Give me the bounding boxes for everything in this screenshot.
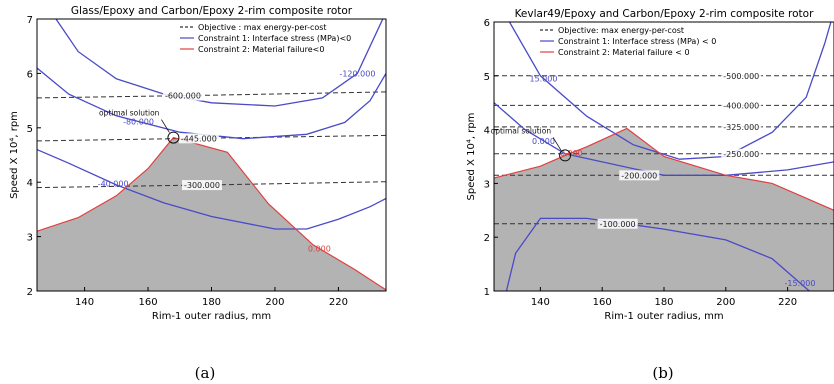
- plot-area: -600.000 -445.000 -300.000 -120.000 -80.000 -…: [37, 19, 386, 291]
- y-tick-label: 2: [484, 233, 490, 244]
- contour-label-bg: [721, 148, 762, 159]
- y-tick-label: 1: [484, 287, 490, 298]
- objective-contour-label: -500.000: [723, 72, 759, 81]
- interface-stress-label: -80.000: [123, 118, 154, 127]
- material-failure-label: 0.000: [308, 245, 331, 254]
- legend-entry: Objective : max energy-per-cost: [198, 23, 327, 32]
- plot-area: -500.000 -400.000 -325.000 -250.000 -200.000…: [494, 22, 834, 291]
- interface-stress-label: -120.000: [339, 69, 375, 78]
- legend-entry: Constraint 2: Material failure < 0: [558, 48, 690, 57]
- y-tick-label: 7: [27, 15, 33, 26]
- contour-label-bg: [597, 218, 638, 229]
- panel-caption: (a): [195, 364, 216, 382]
- x-axis-label: Rim-1 outer radius, mm: [152, 311, 271, 322]
- x-tick-label: 180: [202, 297, 221, 308]
- infeasible-region: [494, 128, 834, 291]
- x-tick-label: 200: [716, 297, 735, 308]
- contour-label-bg: [162, 90, 203, 101]
- x-tick-label: 140: [75, 297, 94, 308]
- chart-panel-2: -500.000 -400.000 -325.000 -250.000 -200.000…: [466, 8, 834, 382]
- x-tick-label: 160: [138, 297, 157, 308]
- objective-contour-label: -100.000: [600, 220, 636, 229]
- objective-contour-label: -600.000: [165, 92, 201, 101]
- x-tick-label: 140: [531, 297, 550, 308]
- objective-contour-label: -300.000: [184, 181, 220, 190]
- chart-panel-1: -600.000 -445.000 -300.000 -120.000 -80.000 -…: [9, 5, 387, 382]
- y-tick-label: 2: [27, 287, 33, 298]
- interface-stress-contour: [37, 149, 386, 230]
- interface-stress-label: -15.000: [785, 279, 816, 288]
- y-tick-label: 3: [484, 179, 490, 190]
- material-failure-boundary: [494, 127, 834, 211]
- contour-label-bg: [619, 170, 660, 181]
- x-axis-label: Rim-1 outer radius, mm: [604, 311, 723, 322]
- objective-contour-label: -250.000: [723, 150, 759, 159]
- optimal-solution-marker: [559, 149, 572, 162]
- legend: Objective : max energy-per-cost Constrain…: [180, 23, 351, 54]
- objective-contour-label: -400.000: [723, 101, 759, 110]
- interface-stress-label: 15.000: [529, 74, 557, 83]
- contour-label-bg: [178, 133, 219, 144]
- y-tick-label: 3: [27, 233, 33, 244]
- legend: Objective: max energy-per-cost Constraint…: [540, 26, 716, 57]
- contour-label-bg: [721, 100, 762, 111]
- y-tick-label: 5: [484, 72, 490, 83]
- contour-label-bg: [721, 121, 762, 132]
- y-axis-label: Speed X 10⁴, rpm: [9, 111, 20, 199]
- interface-stress-label: -40.000: [98, 179, 129, 188]
- x-tick-label: 200: [265, 297, 284, 308]
- x-tick-label: 180: [654, 297, 673, 308]
- infeasible-region: [37, 137, 386, 291]
- legend-entry: Constraint 1: Interface stress (MPa) < 0: [558, 37, 716, 46]
- panel-caption: (b): [652, 364, 673, 382]
- interface-stress-contour: [508, 22, 832, 160]
- x-tick-label: 160: [593, 297, 612, 308]
- chart-title: Kevlar49/Epoxy and Carbon/Epoxy 2-rim co…: [515, 8, 815, 20]
- objective-contour-label: -200.000: [621, 171, 657, 180]
- y-tick-label: 4: [484, 126, 490, 137]
- legend-entry: Constraint 1: Interface stress (MPa)<0: [198, 34, 351, 43]
- optimal-solution-arrow: [161, 119, 170, 133]
- interface-stress-contour: [494, 102, 834, 176]
- interface-stress-contour: [37, 67, 386, 140]
- legend-entry: Objective: max energy-per-cost: [558, 26, 684, 35]
- objective-contour: [37, 181, 386, 189]
- objective-contour-label: -445.000: [181, 134, 217, 143]
- material-failure-boundary: [37, 136, 386, 291]
- interface-stress-contour: [55, 19, 384, 107]
- legend-entry: Constraint 2: Material failure<0: [198, 45, 324, 54]
- y-tick-label: 6: [27, 69, 33, 80]
- interface-stress-contour: [505, 217, 810, 291]
- interface-stress-label: 0.000: [532, 137, 555, 146]
- objective-contour: [37, 91, 386, 99]
- objective-contour-label: -325.000: [723, 123, 759, 132]
- material-failure-label: 0.000: [560, 149, 583, 158]
- y-axis-label: Speed X 10⁴, rpm: [466, 113, 477, 201]
- optimal-solution-label: optimal solution: [99, 109, 160, 118]
- contour-label-bg: [721, 70, 762, 81]
- contour-label-bg: [181, 180, 222, 191]
- optimal-solution-label: optimal solution: [491, 126, 552, 135]
- optimal-solution-arrow: [552, 137, 562, 151]
- x-tick-label: 220: [329, 297, 348, 308]
- objective-contour: [37, 134, 386, 142]
- chart-title: Glass/Epoxy and Carbon/Epoxy 2-rim compo…: [71, 5, 353, 17]
- optimal-solution-marker: [167, 131, 180, 144]
- y-tick-label: 6: [484, 18, 490, 29]
- y-tick-label: 5: [27, 124, 33, 135]
- x-tick-label: 220: [778, 297, 797, 308]
- y-tick-label: 4: [27, 178, 33, 189]
